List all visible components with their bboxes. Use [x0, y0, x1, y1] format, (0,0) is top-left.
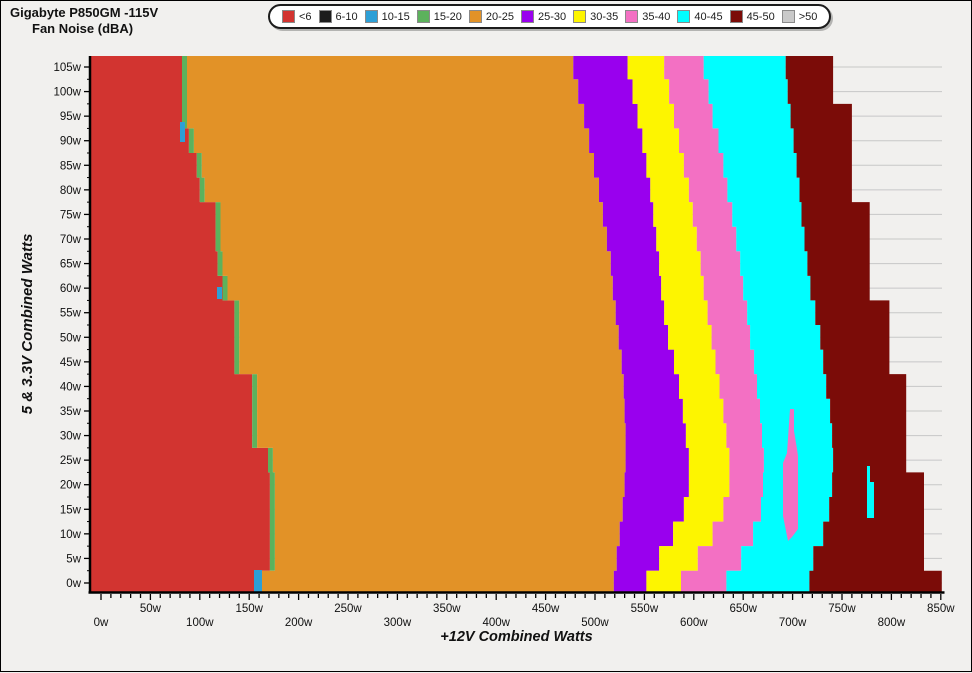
legend-item: 35-40	[625, 10, 670, 23]
y-tick-label: 70w	[60, 234, 82, 246]
band-25-30	[573, 56, 689, 592]
legend-item-label: 35-40	[642, 10, 671, 23]
band-40-45	[703, 56, 834, 592]
legend-swatch	[573, 10, 587, 23]
x-axis-title: +12V Combined Watts	[440, 629, 592, 645]
y-tick-label: 45w	[60, 357, 82, 369]
legend-item: >50	[781, 10, 818, 23]
x-tick-label: 50w	[140, 603, 162, 615]
x-tick-label: 150w	[235, 603, 263, 615]
y-tick-label: 95w	[60, 111, 82, 123]
y-tick-label: 75w	[60, 209, 82, 221]
legend-swatch	[468, 10, 482, 23]
legend-swatch	[318, 10, 332, 23]
legend-item-label: 15-20	[433, 10, 462, 23]
legend-item-label: 6-10	[335, 10, 358, 23]
legend-item-label: 20-25	[485, 10, 514, 23]
y-tick-label: 50w	[60, 332, 82, 344]
legend-swatch	[364, 10, 378, 23]
y-tick-label: 80w	[60, 185, 82, 197]
y-tick-label: 35w	[60, 406, 82, 418]
y-tick-label: 15w	[60, 504, 82, 516]
cyan-island-45-50-zone	[867, 466, 874, 518]
y-tick-label: 100w	[54, 87, 82, 99]
legend-swatch	[677, 10, 691, 23]
legend-swatch	[521, 10, 534, 23]
legend-item-label: 45-50	[746, 10, 775, 23]
x-tick-label: 650w	[729, 603, 757, 615]
y-tick-label: 65w	[60, 259, 82, 271]
island-patches	[180, 122, 874, 592]
band-lt6	[91, 56, 270, 592]
x-tick-label: 0w	[94, 617, 109, 629]
legend-item-label: 30-35	[590, 10, 619, 23]
chart-title: Gigabyte P850GM -115V Fan Noise (dBA)	[10, 5, 158, 37]
legend-item: 15-20	[416, 10, 462, 23]
legend-item-label: <6	[299, 10, 312, 23]
x-tick-label: 550w	[631, 603, 659, 615]
x-tick-label: 100w	[186, 617, 214, 629]
legend-item: 30-35	[573, 10, 618, 23]
band-45-50	[785, 56, 942, 592]
y-tick-label: 60w	[60, 283, 82, 295]
y-tick-label: 20w	[60, 480, 82, 492]
noise-bands	[91, 56, 942, 592]
legend-item-label: 40-45	[694, 10, 723, 23]
legend-item-label: 10-15	[381, 10, 410, 23]
y-tick-label: 55w	[60, 308, 82, 320]
x-tick-label: 500w	[581, 617, 609, 629]
y-tick-label: 30w	[60, 431, 82, 443]
chart-title-line2: Fan Noise (dBA)	[32, 21, 134, 36]
legend-item: <6	[282, 10, 312, 23]
legend-item-label: >50	[798, 10, 818, 23]
x-tick-labels: 0w 50w 100w 150w 200w 250w 300w 350w 400w 450w 500…	[94, 594, 955, 629]
y-tick-label: 10w	[60, 529, 82, 541]
legend-swatch	[625, 10, 639, 23]
legend-swatch	[282, 10, 295, 23]
y-tick-label: 5w	[66, 553, 81, 565]
y-tick-label: 25w	[60, 455, 82, 467]
blue-segment-95w	[180, 122, 185, 142]
y-tick-label: 105w	[54, 62, 82, 74]
legend: <6 6-10 10-15 15-20 20-25 25-30 30-35 35-40 40-4…	[268, 4, 832, 29]
x-tick-label: 300w	[384, 617, 412, 629]
legend-item: 6-10	[318, 10, 358, 23]
x-tick-label: 800w	[878, 617, 906, 629]
y-axis-title: 5 & 3.3V Combined Watts	[19, 234, 36, 415]
band-20-25	[187, 56, 626, 592]
y-tick-label: 90w	[60, 136, 82, 148]
x-tick-label: 600w	[680, 617, 708, 629]
chart-title-line1: Gigabyte P850GM -115V	[10, 5, 159, 20]
x-tick-label: 700w	[779, 617, 807, 629]
legend-item: 25-30	[521, 10, 566, 23]
x-tick-label: 450w	[532, 603, 560, 615]
blue-segment-0w	[254, 570, 262, 592]
y-tick-label: 0w	[66, 578, 81, 590]
band-30-35	[627, 56, 730, 592]
blue-segment-60w	[217, 287, 222, 299]
x-tick-label: 400w	[482, 617, 510, 629]
x-tick-label: 350w	[433, 603, 461, 615]
x-tick-label: 200w	[285, 617, 313, 629]
legend-item-label: 25-30	[538, 10, 567, 23]
x-tick-label: 750w	[828, 603, 856, 615]
pink-island-40-45-zone	[783, 409, 798, 541]
legend-swatch	[416, 10, 430, 23]
y-tick-label: 85w	[60, 160, 82, 172]
legend-swatch	[729, 10, 743, 23]
legend-swatch	[781, 10, 795, 23]
y-tick-label: 40w	[60, 381, 82, 393]
legend-item: 20-25	[468, 10, 514, 23]
legend-item: 45-50	[729, 10, 775, 23]
x-tick-label: 850w	[927, 603, 955, 615]
y-tick-labels: 105w 100w 95w 90w 85w 80w 75w 70w 65w 60w 55w 50w 45…	[54, 62, 90, 590]
legend-item: 10-15	[364, 10, 410, 23]
legend-item: 40-45	[677, 10, 723, 23]
x-tick-label: 250w	[334, 603, 362, 615]
band-35-40	[664, 56, 764, 592]
